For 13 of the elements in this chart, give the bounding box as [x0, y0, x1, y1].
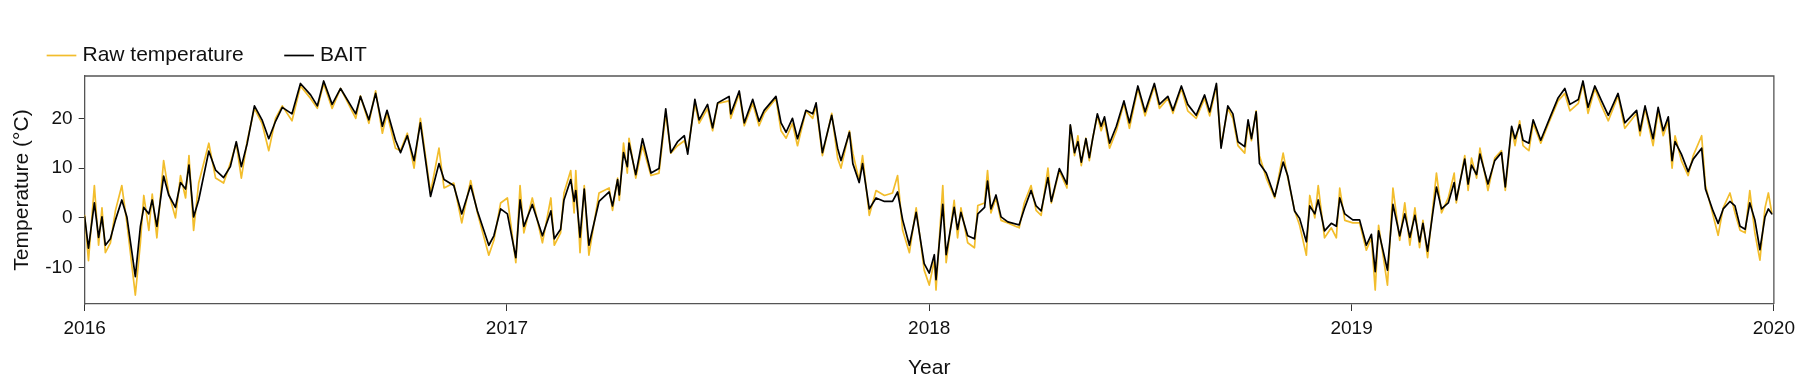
y-tick-label: 10 [51, 156, 73, 178]
x-tick-label: 2020 [1752, 316, 1796, 338]
legend-label: Raw temperature [82, 42, 244, 66]
x-tick-label: 2019 [1330, 316, 1373, 338]
y-tick-label: -10 [45, 255, 73, 277]
y-tick-label: 20 [51, 106, 73, 128]
x-tick-label: 2016 [63, 316, 106, 338]
y-axis-title: Temperature (°C) [9, 109, 33, 271]
x-tick-label: 2017 [485, 316, 529, 338]
x-axis-title: Year [908, 355, 951, 379]
y-tick-label: 0 [62, 206, 73, 228]
x-tick-label: 2018 [908, 316, 951, 338]
legend-label: BAIT [320, 42, 367, 66]
